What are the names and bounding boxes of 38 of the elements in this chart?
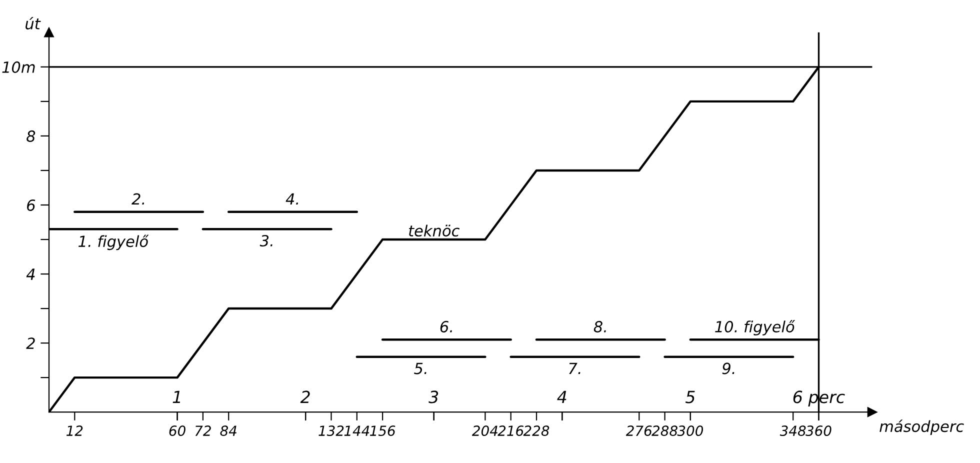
x-tick-label: 216 [498, 426, 524, 436]
x-tick-label: 288 [652, 426, 678, 436]
x-tick-label: 204 [472, 426, 498, 436]
x-tick-label: 348 [780, 426, 806, 436]
series-label: 4. [286, 193, 298, 205]
series-label: 9. [722, 362, 734, 374]
x-tick-label: 276 [626, 426, 652, 436]
series-label: 7. [569, 362, 580, 374]
x2-tick-label: 3 [428, 390, 438, 404]
series-label: 10. figyelő [715, 320, 796, 336]
x-tick-label: 156 [370, 426, 396, 436]
x-tick-label: 132 [318, 426, 344, 436]
y-tick-label: 4 [26, 268, 35, 280]
x-tick-label: 300 [677, 426, 704, 436]
x-tick-label: 12 [66, 426, 83, 436]
series-label: 2. [132, 193, 144, 205]
series-label: 3. [260, 234, 272, 247]
y-tick-label: 8 [26, 130, 36, 142]
series-label: 8. [594, 320, 606, 332]
series-label: 5. [414, 362, 426, 374]
x-tick-label: 228 [523, 426, 550, 436]
x-axis-title: másodperc [880, 420, 964, 436]
x2-tick-label: 4 [557, 390, 566, 404]
x-tick-label: 84 [220, 426, 236, 436]
legend-label: 1. figyelő [78, 234, 149, 250]
x2-tick-label: 1 [172, 390, 180, 404]
x-tick-label: 360 [806, 426, 832, 436]
y-tick-label: 2 [26, 338, 35, 349]
series-label: 6. [440, 320, 452, 332]
series-label: teknöc [409, 224, 460, 237]
y-tick-label: 6 [27, 199, 36, 212]
x-tick-label: 144 [344, 426, 370, 436]
y-tick-label: 10m [2, 61, 35, 73]
x2-tick-label: 5 [685, 390, 695, 404]
x-tick-label: 60 [169, 426, 186, 436]
x2-tick-label: 2 [300, 390, 310, 404]
y-axis-title: út [26, 17, 41, 30]
x-tick-label: 72 [195, 426, 211, 436]
